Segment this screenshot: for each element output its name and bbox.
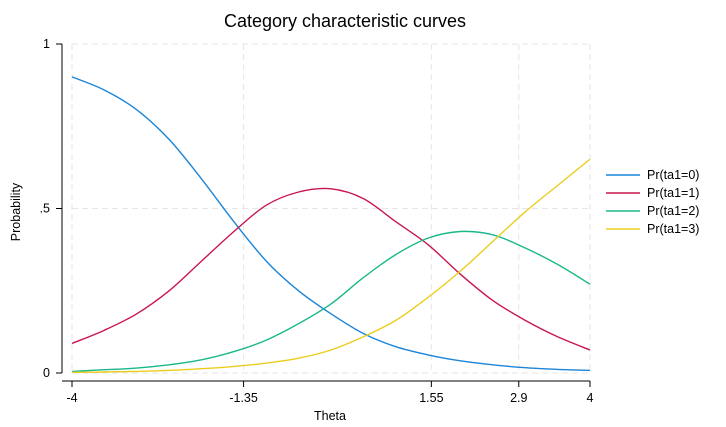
y-tick-label: .5 xyxy=(40,202,50,216)
series-line-2 xyxy=(71,230,591,373)
y-axis-title: Probability xyxy=(9,182,23,241)
legend-label: Pr(ta1=3) xyxy=(647,222,699,236)
chart-title: Category characteristic curves xyxy=(224,11,466,31)
x-tick-label: 1.55 xyxy=(419,391,443,405)
x-ticks: -4 -1.35 1.55 2.9 4 xyxy=(66,381,594,405)
legend-item: Pr(ta1=0) xyxy=(606,168,699,182)
x-axis-title: Theta xyxy=(314,409,346,423)
legend: Pr(ta1=0) Pr(ta1=1) Pr(ta1=2) Pr(ta1=3) xyxy=(606,168,699,236)
x-tick-label: 2.9 xyxy=(510,391,527,405)
legend-label: Pr(ta1=1) xyxy=(647,186,699,200)
y-ticks: 0.51 xyxy=(40,37,62,380)
series-line-1 xyxy=(71,187,591,351)
legend-label: Pr(ta1=2) xyxy=(647,204,699,218)
series-line-0 xyxy=(71,76,591,372)
grid-lines xyxy=(71,43,591,374)
x-tick-label: -4 xyxy=(66,391,77,405)
series-lines xyxy=(71,76,591,373)
legend-item: Pr(ta1=1) xyxy=(606,186,699,200)
y-tick-label: 1 xyxy=(43,37,50,51)
x-tick-label: 4 xyxy=(587,391,594,405)
x-tick-label: -1.35 xyxy=(229,391,258,405)
legend-item: Pr(ta1=2) xyxy=(606,204,699,218)
legend-label: Pr(ta1=0) xyxy=(647,168,699,182)
axes xyxy=(61,44,590,382)
series-line-3 xyxy=(71,158,591,373)
legend-item: Pr(ta1=3) xyxy=(606,222,699,236)
y-tick-label: 0 xyxy=(43,366,50,380)
